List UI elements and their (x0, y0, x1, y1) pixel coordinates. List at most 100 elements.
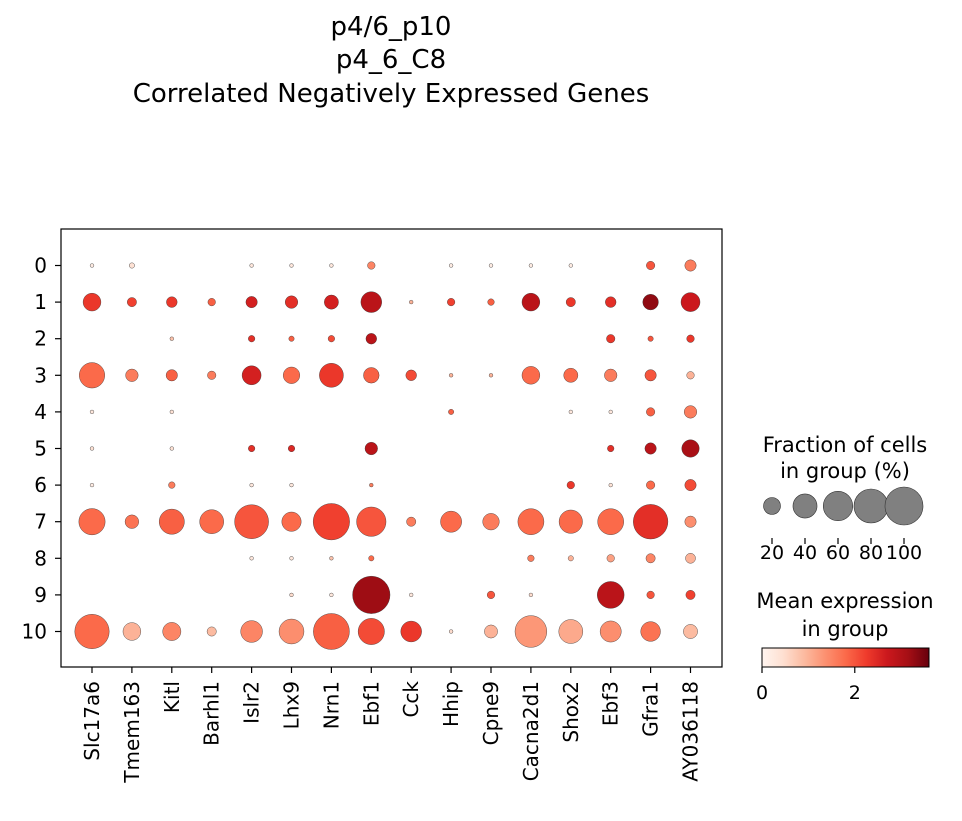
y-tick-label: 4 (34, 400, 47, 424)
size-legend-tick-label: 80 (859, 542, 883, 564)
x-tick-label: AY036118 (679, 681, 703, 782)
dot-Ebf1-group-6 (369, 483, 374, 488)
dot-Slc17a6-group-5 (89, 446, 95, 451)
dot-Islr2-group-6 (249, 483, 254, 488)
dot-Cpne9-group-3 (488, 373, 494, 378)
size-legend-tick-label: 20 (760, 542, 784, 564)
dot-Kitl-group-7 (158, 508, 185, 535)
dot-Shox2-group-7 (558, 509, 583, 534)
x-tick-label: Cck (399, 681, 423, 718)
dot-Islr2-group-2 (248, 335, 256, 343)
dot-Shox2-group-6 (566, 481, 575, 490)
dot-Slc17a6-group-7 (78, 508, 106, 536)
dot-Gfra1-group-5 (644, 442, 657, 455)
dot-Gfra1-group-8 (645, 553, 656, 564)
dot-Shox2-group-4 (568, 409, 573, 414)
size-legend-dot (853, 488, 889, 524)
y-tick-label: 5 (34, 437, 47, 461)
dot-Islr2-group-7 (234, 504, 269, 539)
x-tick-label: Tmem163 (120, 681, 144, 784)
dot-Slc17a6-group-4 (89, 409, 95, 414)
dot-Slc17a6-group-10 (74, 614, 110, 649)
chart-title-line-3: Correlated Negatively Expressed Genes (133, 79, 650, 109)
color-legend: Mean expression in group 0 2 (756, 589, 934, 704)
dot-Ebf3-group-5 (607, 445, 615, 452)
dot-marks (74, 259, 701, 650)
dot-Kitl-group-6 (168, 481, 176, 489)
dot-AY036118-group-7 (684, 515, 697, 528)
dot-Cacna2d1-group-0 (528, 263, 533, 268)
dot-Ebf3-group-1 (605, 296, 617, 308)
dot-Lhx9-group-3 (283, 366, 300, 384)
x-tick-label: Gfra1 (639, 681, 663, 737)
dot-Barhl1-group-3 (207, 370, 217, 380)
size-legend-tick-label: 100 (886, 542, 922, 564)
dot-Lhx9-group-6 (289, 483, 294, 488)
size-legend-dot (822, 490, 854, 522)
x-tick-label: Cacna2d1 (519, 681, 543, 781)
dot-Ebf1-group-2 (365, 333, 377, 345)
dot-Ebf1-group-8 (368, 555, 375, 562)
dot-Shox2-group-8 (567, 555, 574, 562)
x-tick-label: Hhip (439, 681, 463, 727)
dot-Shox2-group-10 (558, 619, 584, 644)
dot-Gfra1-group-3 (644, 369, 657, 382)
dot-Kitl-group-4 (169, 409, 174, 414)
color-legend-title-line-1: Mean expression (756, 589, 933, 613)
dot-Gfra1-group-7 (633, 504, 669, 540)
dot-Cck-group-10 (400, 620, 422, 643)
dot-Nrn1-group-1 (324, 294, 339, 310)
dot-Gfra1-group-4 (646, 407, 656, 417)
x-tick-label: Nrn1 (319, 681, 343, 729)
dot-Cpne9-group-0 (488, 263, 494, 268)
dot-Lhx9-group-7 (281, 511, 302, 532)
x-tick-label: Ebf3 (599, 681, 623, 726)
size-legend-dot (792, 493, 818, 519)
dot-Cpne9-group-1 (487, 298, 495, 306)
dot-Ebf3-group-2 (606, 334, 616, 344)
chart-title-line-2: p4_6_C8 (336, 45, 446, 75)
dot-Hhip-group-3 (449, 373, 454, 378)
y-tick-label: 6 (34, 473, 47, 497)
dot-Ebf3-group-9 (597, 581, 625, 609)
dot-Ebf3-group-6 (608, 483, 613, 488)
dot-AY036118-group-5 (681, 439, 700, 458)
dot-Cacna2d1-group-1 (521, 292, 541, 312)
y-axis-ticks: 0 1 2 3 4 5 6 7 8 9 10 (22, 254, 61, 644)
dot-Ebf3-group-8 (606, 554, 615, 563)
dot-Nrn1-group-10 (313, 613, 350, 650)
dot-Islr2-group-0 (249, 263, 254, 268)
x-tick-label: Barhl1 (200, 681, 224, 746)
dot-Barhl1-group-7 (199, 509, 224, 534)
dot-Nrn1-group-3 (319, 363, 344, 388)
x-axis-ticks: Slc17a6 Tmem163 Kitl Barhl1 Islr2 Lhx9 Nrn1 Ebf… (80, 667, 703, 784)
y-tick-label: 7 (34, 510, 47, 534)
dot-Lhx9-group-10 (278, 618, 305, 645)
dot-Ebf1-group-7 (356, 506, 387, 537)
dot-Barhl1-group-10 (206, 626, 217, 637)
dot-AY036118-group-6 (684, 479, 697, 491)
dot-Kitl-group-1 (166, 296, 178, 308)
dot-Ebf1-group-1 (360, 291, 382, 313)
dot-Gfra1-group-2 (647, 335, 654, 342)
dot-Kitl-group-3 (165, 369, 178, 382)
dot-Islr2-group-10 (240, 620, 263, 643)
dot-Tmem163-group-1 (127, 297, 137, 307)
x-tick-label: Cpne9 (479, 681, 503, 745)
dot-Ebf1-group-0 (367, 261, 376, 270)
y-tick-label: 1 (34, 290, 47, 314)
dot-Nrn1-group-2 (327, 335, 335, 343)
y-tick-label: 8 (34, 546, 47, 570)
size-legend: Fraction of cells in group (%) 20 40 60 80 1… (760, 433, 927, 564)
dot-Cacna2d1-group-3 (521, 366, 541, 385)
dot-Nrn1-group-9 (329, 592, 334, 597)
dot-Islr2-group-5 (248, 445, 256, 452)
y-tick-label: 9 (34, 583, 47, 607)
size-legend-title-line-1: Fraction of cells (763, 433, 928, 457)
dot-Islr2-group-1 (245, 296, 258, 308)
size-legend-tick-label: 60 (826, 542, 850, 564)
dot-Hhip-group-0 (449, 263, 454, 268)
dot-Slc17a6-group-6 (89, 483, 95, 488)
dot-Ebf1-group-3 (363, 367, 380, 384)
